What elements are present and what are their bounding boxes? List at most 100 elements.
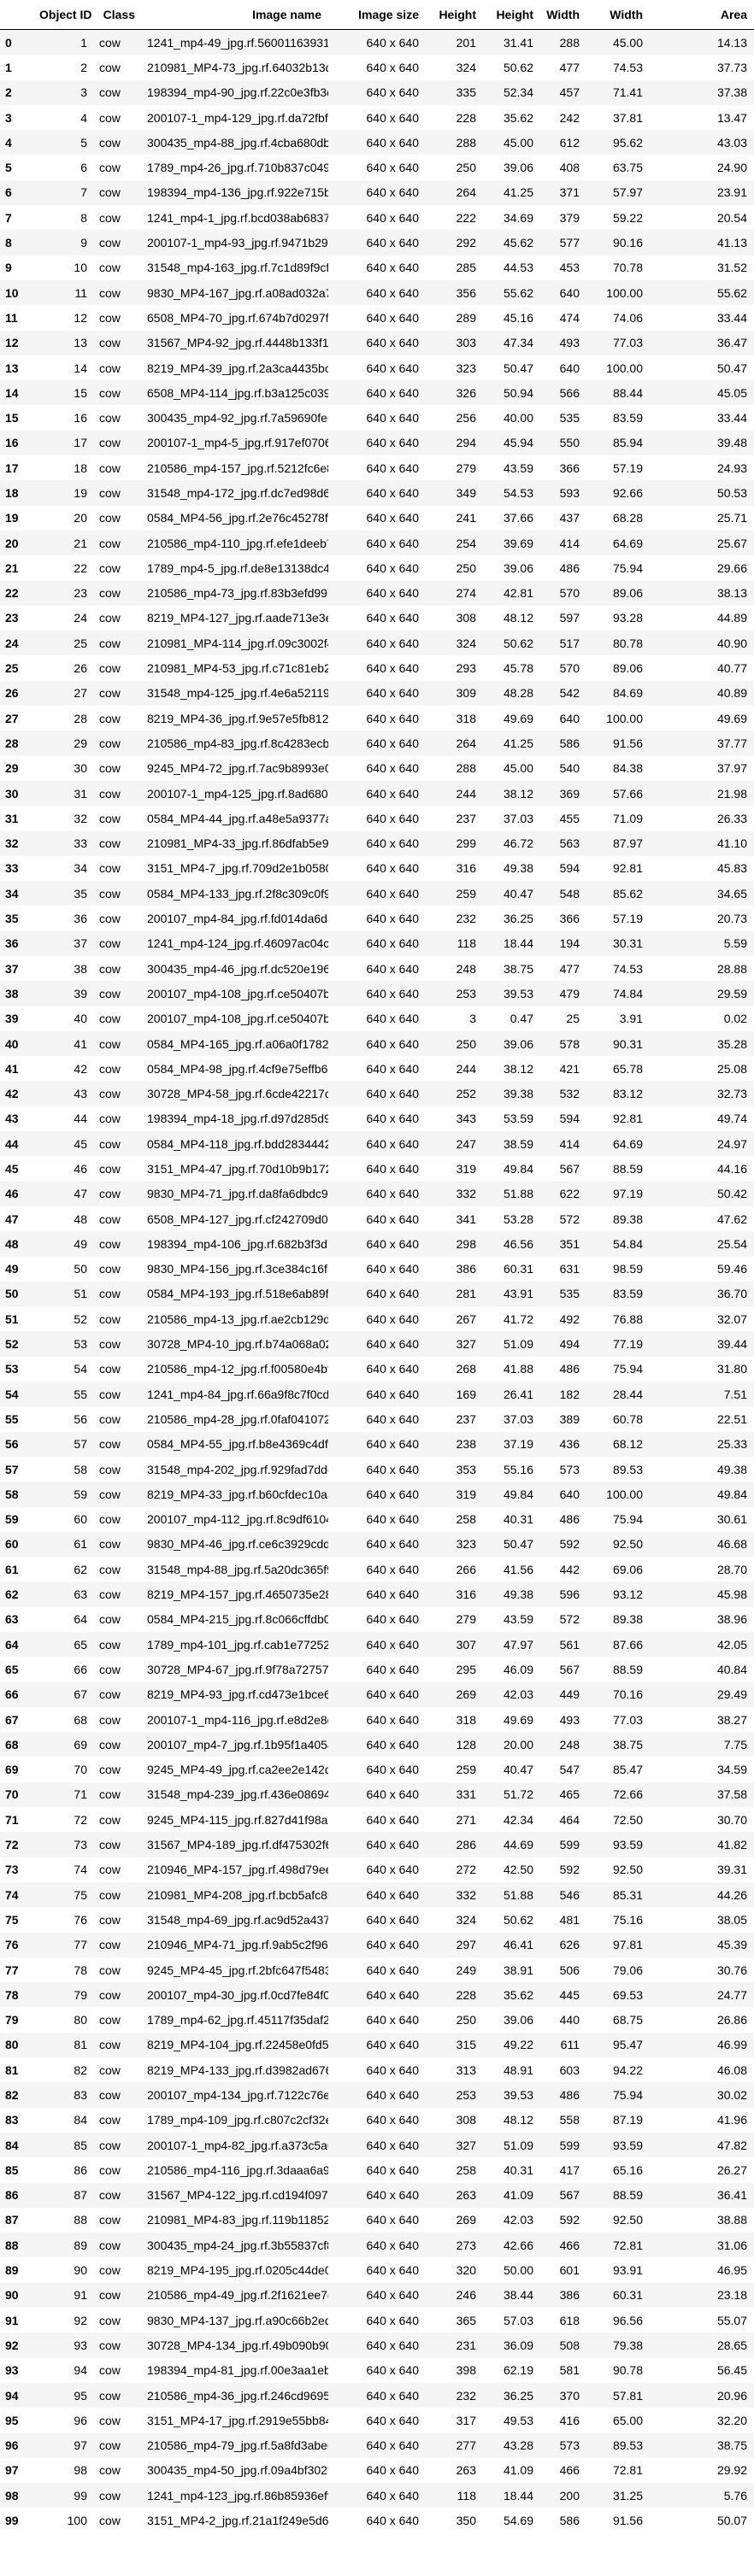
table-row: 4243cow30728_MP4-58_jpg.rf.6cde42217cd6b… xyxy=(0,1081,754,1106)
width-pct-cell: 57.19 xyxy=(586,455,650,481)
width-px-cell: 612 xyxy=(540,130,586,155)
table-row: 2728cow8219_MP4-36_jpg.rf.9e57e5fb812a15… xyxy=(0,706,754,731)
object-id-cell: 32 xyxy=(36,806,94,831)
image-name-cell: 198394_mp4-90_jpg.rf.22c0e3fb3c6dad92884… xyxy=(142,79,328,105)
row-index: 12 xyxy=(0,330,36,355)
image-name-cell: 30728_MP4-10_jpg.rf.b74a068a022a1760902c… xyxy=(142,1331,328,1357)
area-cell: 46.95 xyxy=(650,2257,754,2283)
table-row: 78cow1241_mp4-1_jpg.rf.bcd038ab6837d22c5… xyxy=(0,205,754,231)
image-name-cell: 31548_mp4-172_jpg.rf.dc7ed98d6dd060bdcfe… xyxy=(142,480,328,506)
width-pct-cell: 3.91 xyxy=(586,1006,650,1031)
area-cell: 24.93 xyxy=(650,455,754,481)
width-px-cell: 242 xyxy=(540,104,586,131)
height-pct-cell: 43.59 xyxy=(483,1606,540,1632)
height-px-cell: 319 xyxy=(426,1156,483,1182)
class-cell: cow xyxy=(94,55,142,80)
width-pct-cell: 85.94 xyxy=(586,430,650,456)
table-row: 5253cow30728_MP4-10_jpg.rf.b74a068a022a1… xyxy=(0,1331,754,1357)
image-name-cell: 0584_MP4-165_jpg.rf.a06a0f1782cc4f559a67… xyxy=(142,1030,328,1057)
row-index: 51 xyxy=(0,1306,36,1332)
width-px-cell: 453 xyxy=(540,255,586,280)
height-pct-cell: 45.94 xyxy=(483,430,540,456)
height-pct-cell: 48.28 xyxy=(483,680,540,707)
width-pct-cell: 95.62 xyxy=(586,130,650,155)
table-row: 7879cow200107_mp4-30_jpg.rf.0cd7fe84f062… xyxy=(0,1982,754,2008)
height-px-cell: 250 xyxy=(426,555,483,581)
image-size-cell: 640 x 640 xyxy=(328,2357,426,2383)
height-pct-cell: 41.09 xyxy=(483,2182,540,2208)
table-row: 2425cow210981_MP4-114_jpg.rf.09c3002f488… xyxy=(0,631,754,656)
image-size-cell: 640 x 640 xyxy=(328,1706,426,1733)
height-px-cell: 307 xyxy=(426,1632,483,1658)
height-px-cell: 293 xyxy=(426,655,483,681)
class-cell: cow xyxy=(94,1456,142,1482)
width-px-cell: 288 xyxy=(540,29,586,56)
area-cell: 45.39 xyxy=(650,1932,754,1957)
height-pct-cell: 40.47 xyxy=(483,881,540,907)
width-px-cell: 486 xyxy=(540,1356,586,1382)
class-cell: cow xyxy=(94,2007,142,2033)
width-px-cell: 558 xyxy=(540,2107,586,2133)
image-name-cell: 9830_MP4-137_jpg.rf.a90c66b2ed52dc97d37d… xyxy=(142,2308,328,2333)
image-name-cell: 9245_MP4-72_jpg.rf.7ac9b8993e0c6e228483f… xyxy=(142,755,328,781)
width-px-cell: 586 xyxy=(540,2508,586,2533)
image-name-cell: 0584_MP4-118_jpg.rf.bdd2834442735cb862d7… xyxy=(142,1131,328,1157)
row-index: 78 xyxy=(0,1982,36,2008)
class-cell: cow xyxy=(94,2107,142,2133)
width-px-cell: 486 xyxy=(540,2082,586,2108)
class-cell: cow xyxy=(94,355,142,381)
table-row: 99100cow3151_MP4-2_jpg.rf.21a1f249e5d67a… xyxy=(0,2508,754,2533)
class-cell: cow xyxy=(94,2332,142,2358)
row-index: 83 xyxy=(0,2107,36,2133)
height-px-cell: 232 xyxy=(426,2382,483,2409)
class-cell: cow xyxy=(94,505,142,531)
image-size-cell: 640 x 640 xyxy=(328,2308,426,2333)
class-cell: cow xyxy=(94,255,142,280)
area-cell: 46.99 xyxy=(650,2032,754,2058)
table-row: 8283cow200107_mp4-134_jpg.rf.7122c76e101… xyxy=(0,2082,754,2108)
height-pct-cell: 41.56 xyxy=(483,1557,540,1582)
table-row: 9596cow3151_MP4-17_jpg.rf.2919e55bb84684… xyxy=(0,2408,754,2433)
height-px-cell: 318 xyxy=(426,1706,483,1733)
image-size-cell: 640 x 640 xyxy=(328,255,426,280)
class-cell: cow xyxy=(94,1557,142,1582)
table-row: 5455cow1241_mp4-84_jpg.rf.66a9f8c7f0cdb3… xyxy=(0,1382,754,1407)
image-size-cell: 640 x 640 xyxy=(328,655,426,681)
width-pct-cell: 89.06 xyxy=(586,655,650,681)
object-id-cell: 10 xyxy=(36,255,94,280)
height-pct-cell: 35.62 xyxy=(483,104,540,131)
height-pct-cell: 51.09 xyxy=(483,2132,540,2158)
height-pct-cell: 50.62 xyxy=(483,1907,540,1933)
width-px-cell: 561 xyxy=(540,1632,586,1658)
width-pct-cell: 94.22 xyxy=(586,2057,650,2083)
class-cell: cow xyxy=(94,104,142,131)
height-px-cell: 279 xyxy=(426,1606,483,1632)
height-px-cell: 356 xyxy=(426,279,483,306)
image-name-cell: 8219_MP4-127_jpg.rf.aade713e3e213307faf3… xyxy=(142,605,328,631)
width-px-cell: 640 xyxy=(540,706,586,731)
class-cell: cow xyxy=(94,680,142,707)
table-row: 1314cow8219_MP4-39_jpg.rf.2a3ca4435bc250… xyxy=(0,355,754,381)
height-px-cell: 169 xyxy=(426,1382,483,1407)
image-size-cell: 640 x 640 xyxy=(328,2182,426,2208)
image-size-cell: 640 x 640 xyxy=(328,1056,426,1082)
height-px-cell: 319 xyxy=(426,1482,483,1507)
height-pct-cell: 36.09 xyxy=(483,2332,540,2358)
class-cell: cow xyxy=(94,780,142,807)
table-row: 1516cow300435_mp4-92_jpg.rf.7a59690fe658… xyxy=(0,405,754,431)
image-size-cell: 640 x 640 xyxy=(328,2233,426,2258)
height-pct-cell: 38.91 xyxy=(483,1957,540,1983)
width-px-cell: 436 xyxy=(540,1431,586,1457)
area-cell: 22.51 xyxy=(650,1406,754,1432)
height-pct-cell: 42.03 xyxy=(483,2207,540,2233)
height-pct-cell: 42.81 xyxy=(483,580,540,606)
row-index: 47 xyxy=(0,1206,36,1232)
width-pct-cell: 92.50 xyxy=(586,1857,650,1882)
object-id-cell: 61 xyxy=(36,1531,94,1558)
image-size-cell: 640 x 640 xyxy=(328,1832,426,1857)
height-pct-cell: 35.62 xyxy=(483,1982,540,2008)
class-cell: cow xyxy=(94,1581,142,1607)
object-id-cell: 48 xyxy=(36,1206,94,1232)
height-pct-cell: 49.84 xyxy=(483,1156,540,1182)
object-id-cell: 42 xyxy=(36,1056,94,1082)
